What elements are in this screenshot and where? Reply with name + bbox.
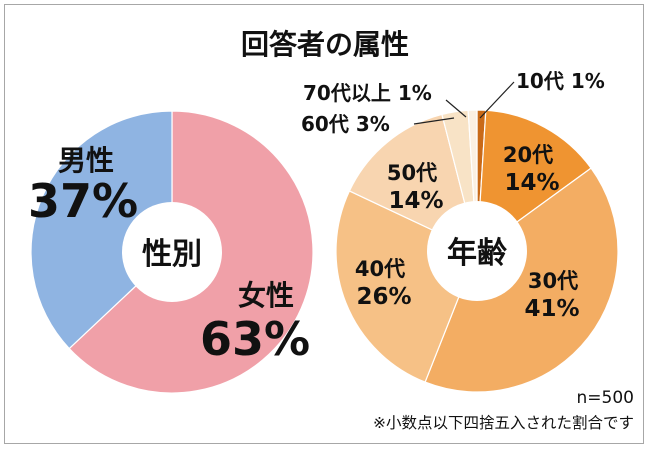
chart-title: 回答者の属性 [241,28,409,61]
gender-center-label: 性別 [142,237,202,272]
age-value-40s: 26% [356,284,411,310]
leader-line-10s [479,81,515,119]
age-value-20s: 14% [504,170,559,196]
male-label: 男性 [58,144,114,177]
age-label-50s: 50代 [387,161,437,185]
age-slice-2 [424,167,619,393]
age-label-70s: 70代以上 1% [303,81,432,105]
gender-slice-1 [30,110,173,350]
age-value-30s: 41% [524,296,579,322]
age-value-50s: 14% [388,188,443,214]
age-center-label: 年齢 [447,236,507,271]
age-donut-hole [427,201,527,301]
gender-donut-hole [122,202,222,302]
male-value-label: 37% [28,174,138,228]
age-label-40s: 40代 [355,257,405,281]
leader-line-60s [413,117,455,125]
leader-line-70s [445,99,467,118]
female-value-label: 63% [200,312,310,366]
age-label-20s: 20代 [503,143,553,167]
age-label-10s: 10代 1% [516,69,605,93]
rounding-note: ※小数点以下四捨五入された割合です [373,414,634,432]
sample-size: n=500 [577,388,634,408]
age-label-60s: 60代 3% [301,112,390,136]
age-label-30s: 30代 [528,269,578,293]
female-label: 女性 [238,279,294,312]
